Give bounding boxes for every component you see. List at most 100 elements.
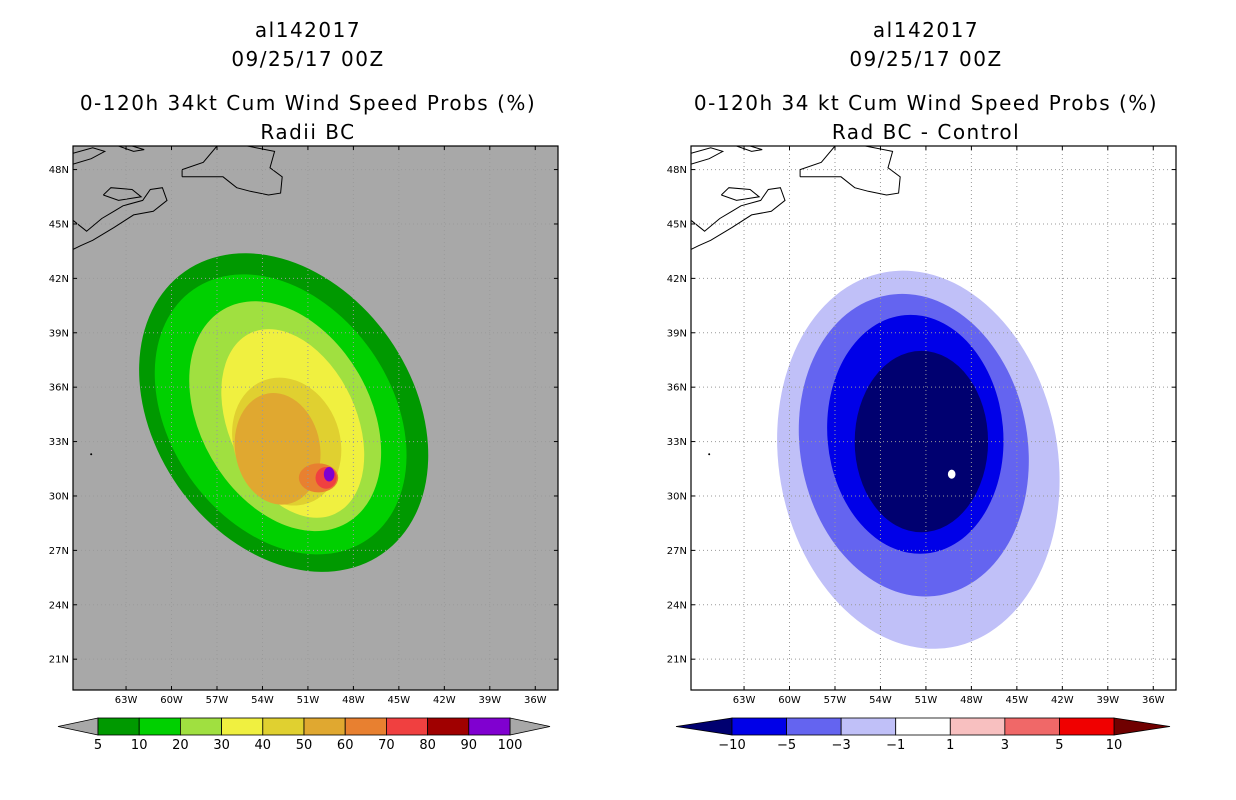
left-colorbar-swatch [468, 717, 511, 736]
right-colorbar-label: 10 [1106, 738, 1123, 753]
left-xtick-label: 57W [206, 695, 229, 706]
right-xtick-label: 48W [960, 695, 983, 706]
right-xtick-label: 60W [778, 695, 801, 706]
right-colorbar-swatch [1059, 717, 1115, 736]
right-datetime: 09/25/17 00Z [849, 47, 1003, 71]
left-storm-id: al142017 [254, 18, 362, 42]
left-colorbar-swatch [138, 717, 181, 736]
right-colorbar-label: −10 [718, 738, 745, 753]
left-subtitle: Radii BC [260, 120, 356, 144]
right-ytick-label: 21N [667, 655, 687, 666]
right-colorbar-label: −1 [886, 738, 905, 753]
right-colorbar-swatch [731, 717, 787, 736]
right-xtick-label: 36W [1142, 695, 1165, 706]
right-ytick-label: 39N [667, 328, 687, 339]
left-colorbar-label: 5 [94, 738, 102, 753]
left-coastline-3 [102, 187, 143, 201]
left-xtick-label: 63W [115, 695, 138, 706]
left-ytick-label: 45N [49, 219, 69, 230]
right-contour-1 [947, 469, 956, 479]
right-colorbar-swatch [1004, 717, 1060, 736]
right-xtick-label: 51W [915, 695, 938, 706]
right-title: 0-120h 34 kt Cum Wind Speed Probs (%) [693, 91, 1159, 115]
right-map-area [691, 146, 1176, 690]
left-colorbar-label: 20 [172, 738, 189, 753]
right-ytick-label: 45N [667, 219, 687, 230]
left-ytick-label: 33N [49, 437, 69, 448]
left-colorbar-label: 90 [461, 738, 478, 753]
left-xtick-label: 54W [251, 695, 274, 706]
right-colorbar-swatch [840, 717, 897, 736]
left-colorbar-label: 30 [213, 738, 230, 753]
right-colorbar-extend-high [1113, 717, 1171, 736]
left-xtick-label: 36W [524, 695, 547, 706]
left-colorbar-label: 60 [337, 738, 354, 753]
left-coastline-1 [181, 146, 283, 196]
right-xtick-label: 63W [733, 695, 756, 706]
right-xtick-label: 42W [1051, 695, 1074, 706]
right-colorbar-label: 3 [1001, 738, 1009, 753]
right-xtick-label: 45W [1006, 695, 1029, 706]
right-ytick-label: 27N [667, 546, 687, 557]
left-xtick-label: 48W [342, 695, 365, 706]
left-plot-frame [72, 145, 559, 691]
right-bermuda-dot [708, 453, 711, 456]
right-colorbar-label: −5 [777, 738, 796, 753]
left-colorbar-swatch [344, 717, 387, 736]
left-colorbar-extend-low [57, 717, 99, 736]
right-xtick-label: 39W [1096, 695, 1119, 706]
right-ytick-label: 30N [667, 491, 687, 502]
right-subtitle: Rad BC - Control [831, 120, 1021, 144]
left-colorbar-swatch [262, 717, 305, 736]
right-ytick-label: 33N [667, 437, 687, 448]
left-ytick-label: 30N [49, 491, 69, 502]
left-ytick-label: 42N [49, 274, 69, 285]
right-colorbar-label: −3 [832, 738, 851, 753]
left-bermuda-dot [90, 453, 93, 456]
right-colorbar-label: 5 [1055, 738, 1063, 753]
left-colorbar-swatch [303, 717, 346, 736]
right-xtick-label: 57W [824, 695, 847, 706]
right-storm-id: al142017 [872, 18, 980, 42]
left-map-area [73, 146, 558, 690]
right-colorbar-extend-low [675, 717, 733, 736]
left-xtick-label: 60W [160, 695, 183, 706]
left-colorbar-label: 10 [131, 738, 148, 753]
left-xtick-label: 39W [478, 695, 501, 706]
left-title: 0-120h 34kt Cum Wind Speed Probs (%) [79, 91, 537, 115]
left-ytick-label: 21N [49, 655, 69, 666]
left-colorbar-label: 40 [255, 738, 272, 753]
left-colorbar-label: 70 [378, 738, 395, 753]
left-colorbar-swatch [97, 717, 140, 736]
right-ytick-label: 42N [667, 274, 687, 285]
left-ytick-label: 27N [49, 546, 69, 557]
right-coastline-1 [799, 146, 901, 196]
right-contour-neg10 [854, 350, 989, 533]
right-colorbar-swatch [786, 717, 842, 736]
right-coastline-0 [691, 187, 786, 250]
left-datetime: 09/25/17 00Z [231, 47, 385, 71]
left-ytick-label: 48N [49, 165, 69, 176]
left-colorbar-swatch [221, 717, 264, 736]
left-coastline-0 [73, 187, 168, 250]
left-colorbar-extend-high [509, 717, 551, 736]
right-xtick-label: 54W [869, 695, 892, 706]
left-colorbar-swatch [179, 717, 222, 736]
left-colorbar-label: 80 [419, 738, 436, 753]
left-colorbar-label: 50 [296, 738, 313, 753]
left-xtick-label: 51W [297, 695, 320, 706]
left-xtick-label: 42W [433, 695, 456, 706]
right-colorbar-swatch [949, 717, 1006, 736]
right-ytick-label: 48N [667, 165, 687, 176]
left-contour-90 [323, 466, 335, 482]
left-colorbar-swatch [427, 717, 470, 736]
right-colorbar-label: 1 [946, 738, 954, 753]
right-coastline-2 [691, 147, 725, 165]
left-ytick-label: 39N [49, 328, 69, 339]
left-colorbar-label: 100 [498, 738, 523, 753]
right-coastline-3 [720, 187, 761, 201]
right-ytick-label: 24N [667, 600, 687, 611]
left-ytick-label: 36N [49, 383, 69, 394]
left-colorbar-swatch [385, 717, 428, 736]
